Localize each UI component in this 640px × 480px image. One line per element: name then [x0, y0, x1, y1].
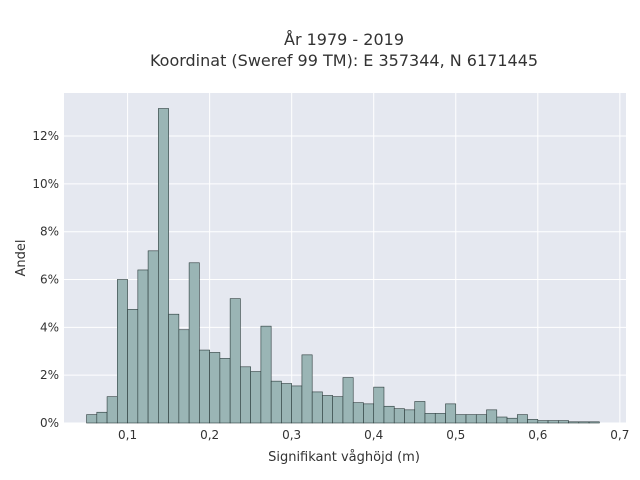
- histogram-bar: [178, 329, 190, 424]
- x-tick-label: 0,3: [282, 428, 301, 442]
- histogram-bar: [117, 279, 128, 424]
- histogram-bar: [404, 409, 416, 424]
- histogram-bar: [137, 269, 149, 424]
- histogram-bar: [424, 413, 436, 424]
- x-tick-label: 0,7: [610, 428, 629, 442]
- histogram-bar: [363, 403, 375, 424]
- y-tick-label: 4%: [40, 320, 59, 334]
- histogram-bar: [301, 354, 313, 424]
- x-tick-label: 0,1: [118, 428, 137, 442]
- histogram-bar: [373, 386, 385, 424]
- histogram-bar: [229, 298, 241, 424]
- histogram-bar: [568, 421, 580, 424]
- histogram-bar: [383, 405, 395, 424]
- histogram-bar: [506, 417, 518, 424]
- y-tick-label: 0%: [40, 416, 59, 430]
- x-tick-label: 0,2: [200, 428, 219, 442]
- histogram-bar: [260, 325, 272, 424]
- x-axis-title: Signifikant våghöjd (m): [268, 450, 420, 465]
- histogram-bar: [558, 420, 569, 424]
- histogram-bar: [445, 403, 457, 424]
- histogram-bar: [158, 108, 169, 424]
- histogram-bar: [311, 391, 323, 424]
- histogram-bar: [281, 383, 292, 424]
- y-tick-label: 8%: [40, 225, 59, 239]
- x-tick-label: 0,6: [528, 428, 547, 442]
- histogram-bar: [86, 414, 98, 424]
- histogram-bar: [475, 414, 487, 424]
- histogram-bar: [342, 377, 354, 424]
- y-axis-ticks: 0% 2% 4% 6% 8% 10% 12%: [32, 129, 59, 430]
- histogram-bar: [209, 352, 221, 424]
- histogram-bar: [527, 419, 539, 424]
- histogram-bar: [486, 409, 498, 424]
- x-tick-label: 0,4: [364, 428, 383, 442]
- histogram-bar: [147, 250, 159, 424]
- chart-title: År 1979 - 2019: [284, 30, 404, 49]
- histogram-bar: [578, 421, 590, 424]
- histogram-bars: [86, 108, 600, 424]
- y-tick-label: 6%: [40, 273, 59, 287]
- histogram-bar: [547, 420, 559, 424]
- histogram-bar: [291, 385, 303, 424]
- histogram-bar: [537, 420, 549, 424]
- histogram-bar: [270, 380, 282, 424]
- histogram-bar: [352, 402, 364, 424]
- y-axis-title: Andel: [14, 240, 29, 277]
- histogram-bar: [393, 408, 405, 424]
- histogram-bar: [332, 396, 344, 424]
- y-tick-label: 10%: [32, 177, 59, 191]
- histogram-bar: [250, 371, 262, 424]
- x-axis-ticks: 0,1 0,2 0,3 0,4 0,5 0,6 0,7: [118, 428, 629, 442]
- histogram-bar: [168, 313, 180, 424]
- histogram-bar: [465, 414, 477, 424]
- histogram-bar: [434, 413, 446, 424]
- x-tick-label: 0,5: [446, 428, 465, 442]
- histogram-bar: [219, 358, 231, 424]
- histogram-bar: [188, 262, 200, 424]
- histogram-bar: [240, 366, 251, 424]
- histogram-bar: [516, 414, 528, 424]
- histogram-bar: [127, 309, 139, 424]
- histogram-bar: [455, 414, 467, 424]
- y-tick-label: 12%: [32, 129, 59, 143]
- histogram-bar: [414, 401, 426, 424]
- histogram-bar: [199, 349, 210, 424]
- histogram-bar: [96, 411, 108, 424]
- histogram-bar: [588, 421, 600, 424]
- histogram-bar: [496, 416, 508, 424]
- histogram-bar: [322, 395, 333, 424]
- y-tick-label: 2%: [40, 368, 59, 382]
- histogram-bar: [106, 396, 118, 424]
- chart-subtitle: Koordinat (Sweref 99 TM): E 357344, N 61…: [150, 51, 538, 70]
